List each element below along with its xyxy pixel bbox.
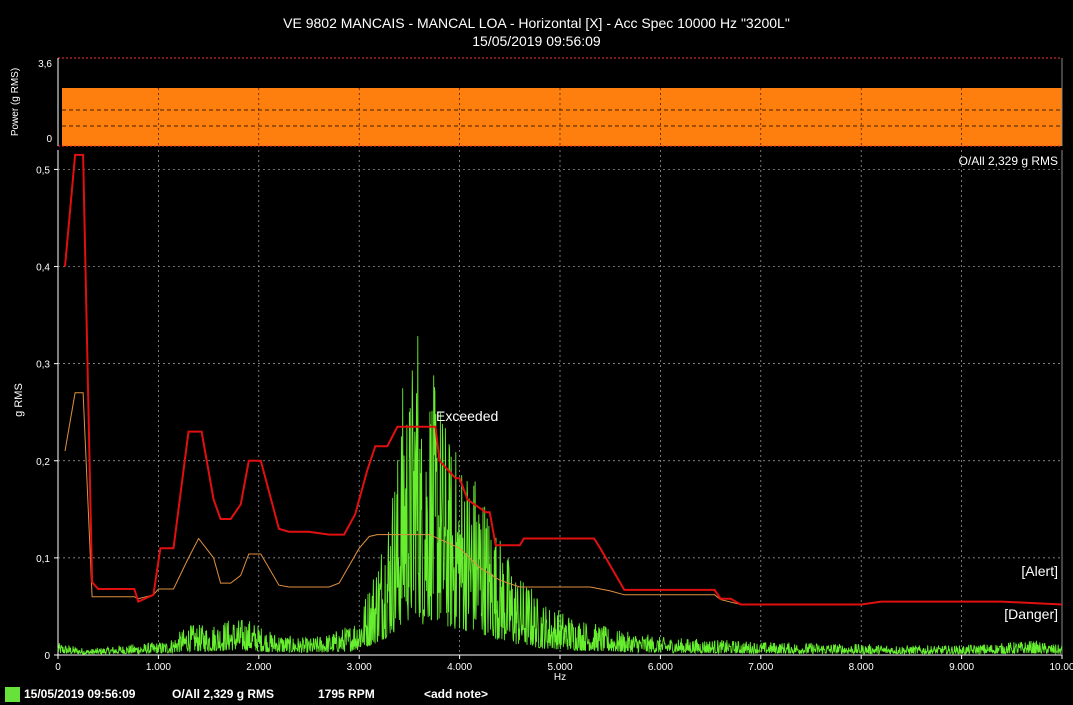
- chart-title: VE 9802 MANCAIS - MANCAL LOA - Horizonta…: [0, 14, 1073, 50]
- x-tick-label: 4.000: [447, 662, 472, 673]
- danger-level-line: [64, 392, 1063, 605]
- power-ylabel: Power (g RMS): [10, 68, 21, 136]
- spectrum-chart[interactable]: 3,6 0 Power (g RMS) 0 1.000 2.000 3.000 4.00…: [0, 0, 1073, 684]
- title-line-1: VE 9802 MANCAIS - MANCAL LOA - Horizonta…: [283, 15, 790, 31]
- x-tick-labels: 0 1.000 2.000 3.000 4.000 5.000 6.000 7.000 8.00…: [55, 655, 1073, 673]
- alert-label: [Alert]: [1021, 563, 1058, 579]
- status-overall: O/All 2,329 g RMS: [172, 687, 275, 701]
- x-tick-label: 2.000: [246, 662, 271, 673]
- spectrum-trace: [57, 336, 1063, 656]
- y-tick-label: 0,2: [36, 457, 50, 468]
- series-layer: [57, 153, 1063, 656]
- x-tick-label: 3.000: [347, 662, 372, 673]
- x-tick-label: 10.00: [1049, 662, 1073, 673]
- status-date: 15/05/2019 09:56:09: [24, 687, 136, 701]
- x-axis-label: Hz: [554, 672, 566, 683]
- exceeded-label: Exceeded: [436, 408, 498, 424]
- x-tick-label: 0: [55, 662, 61, 673]
- y-tick-label: 0,1: [36, 554, 50, 565]
- x-tick-label: 9.000: [949, 662, 974, 673]
- y-tick-label: 0: [44, 651, 50, 662]
- alert-level-line: [64, 153, 1063, 606]
- power-panel: 3,6 0 Power (g RMS): [10, 57, 1063, 147]
- power-tick-bottom: 0: [46, 134, 52, 145]
- status-rpm: 1795 RPM: [318, 687, 375, 701]
- overall-label: O/All 2,329 g RMS: [959, 154, 1058, 168]
- legend-swatch[interactable]: [5, 687, 20, 702]
- y-tick-labels: 0 0,1 0,2 0,3 0,4 0,5: [36, 165, 58, 662]
- x-tick-label: 5.000: [547, 662, 572, 673]
- x-tick-label: 1.000: [146, 662, 171, 673]
- y-tick-label: 0,4: [36, 263, 50, 274]
- x-tick-label: 6.000: [648, 662, 673, 673]
- x-tick-label: 8.000: [849, 662, 874, 673]
- title-line-2: 15/05/2019 09:56:09: [472, 33, 601, 49]
- power-tick-top: 3,6: [38, 59, 52, 70]
- danger-label: [Danger]: [1004, 606, 1058, 622]
- status-bar: 15/05/2019 09:56:09 O/All 2,329 g RMS 17…: [0, 684, 1073, 705]
- x-tick-label: 7.000: [748, 662, 773, 673]
- grid-lines: [58, 58, 1062, 655]
- y-tick-label: 0,3: [36, 360, 50, 371]
- power-bar-band: [62, 88, 1062, 146]
- add-note-button[interactable]: <add note>: [424, 687, 489, 701]
- y-axis-label: g RMS: [13, 383, 25, 417]
- y-tick-label: 0,5: [36, 165, 50, 176]
